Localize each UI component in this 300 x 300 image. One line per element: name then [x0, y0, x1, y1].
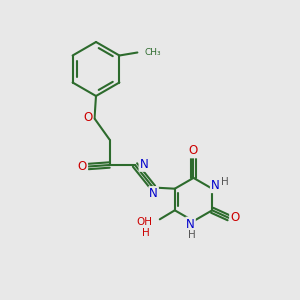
Text: N: N — [186, 218, 195, 231]
Text: OH: OH — [136, 217, 152, 227]
Text: H: H — [188, 230, 196, 240]
Text: O: O — [83, 111, 92, 124]
Text: O: O — [230, 211, 239, 224]
Text: CH₃: CH₃ — [145, 48, 161, 57]
Text: H: H — [142, 228, 150, 238]
Text: N: N — [211, 179, 220, 192]
Text: N: N — [140, 158, 148, 171]
Text: O: O — [189, 144, 198, 158]
Text: N: N — [149, 187, 158, 200]
Text: O: O — [78, 160, 87, 173]
Text: H: H — [221, 177, 229, 187]
